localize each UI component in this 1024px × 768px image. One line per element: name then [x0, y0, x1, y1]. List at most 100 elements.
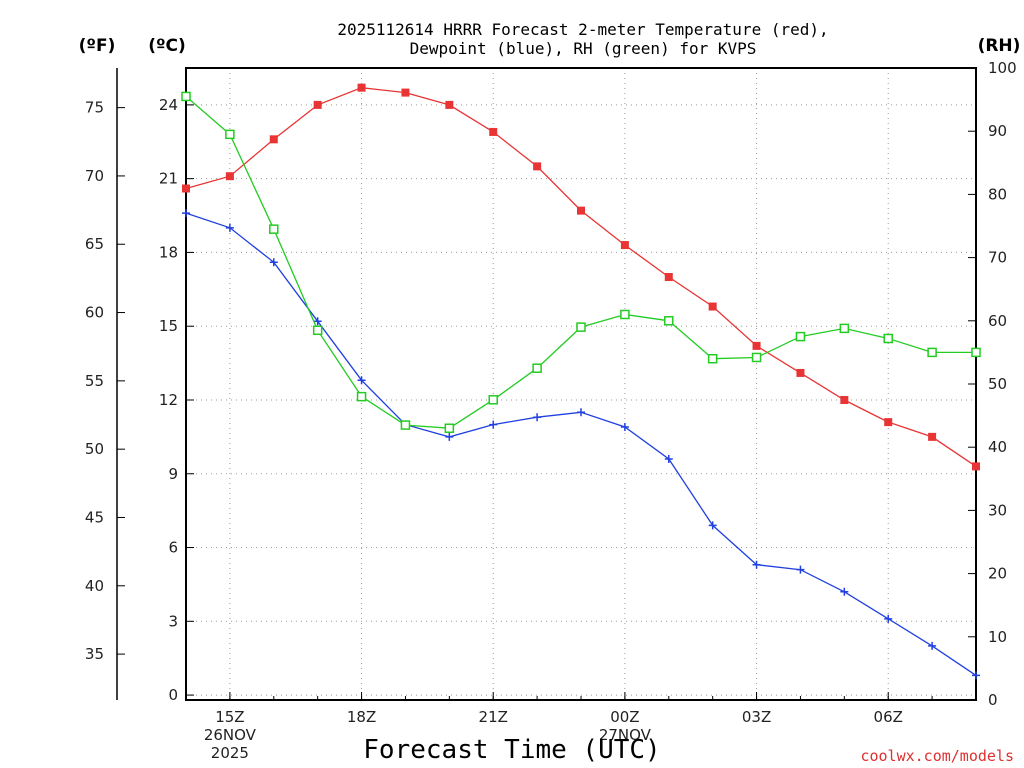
- data-point-dewpoint: [796, 565, 805, 574]
- data-point-dewpoint: [445, 432, 454, 441]
- series-line: [185, 212, 977, 676]
- series-relative-humidity: [181, 91, 981, 433]
- data-point-dewpoint: [489, 420, 498, 429]
- data-point-rh: [400, 420, 411, 430]
- title-line-2: Dewpoint (blue), RH (green) for KVPS: [410, 39, 757, 58]
- rh-tick-label: 50: [988, 375, 1007, 393]
- data-point-rh: [795, 331, 806, 342]
- data-point-temperature: [445, 100, 454, 109]
- data-point-temperature: [884, 418, 893, 427]
- data-point-rh: [269, 224, 279, 234]
- data-point-temperature: [401, 88, 410, 97]
- data-point-dewpoint: [357, 376, 366, 385]
- data-point-dewpoint: [620, 423, 629, 432]
- data-point-rh: [971, 347, 981, 358]
- data-point-dewpoint: [752, 560, 761, 569]
- rh-tick-label: 10: [988, 628, 1007, 646]
- celsius-tick-label: 9: [168, 465, 178, 483]
- data-point-rh: [664, 316, 674, 326]
- rh-tick-label: 100: [988, 59, 1017, 77]
- x-tick-label: 06Z: [874, 708, 903, 726]
- data-point-temperature: [182, 184, 190, 193]
- fahrenheit-tick-label: 75: [85, 99, 104, 117]
- data-point-rh: [444, 423, 455, 433]
- credit-text: coolwx.com/models: [860, 747, 1014, 765]
- data-point-dewpoint: [840, 587, 849, 596]
- data-point-rh: [839, 323, 850, 334]
- celsius-tick-label: 18: [159, 243, 178, 261]
- data-point-rh: [576, 322, 586, 332]
- data-point-dewpoint: [269, 258, 278, 267]
- fahrenheit-tick-label: 40: [85, 577, 104, 595]
- data-point-dewpoint: [928, 641, 937, 650]
- fahrenheit-tick-label: 60: [85, 304, 104, 322]
- data-point-rh: [181, 91, 191, 102]
- data-point-temperature: [796, 368, 805, 377]
- data-point-rh: [707, 353, 718, 364]
- series-line: [185, 95, 976, 429]
- data-point-temperature: [577, 206, 585, 215]
- x-tick-label: 18Z: [347, 708, 376, 726]
- fahrenheit-tick-label: 70: [85, 167, 104, 185]
- data-point-rh: [620, 309, 630, 320]
- x-tick-label: 15Z: [215, 708, 244, 726]
- celsius-unit-label: (ºC): [148, 36, 186, 56]
- x-tick-label: 26NOV: [204, 726, 257, 744]
- data-point-rh: [883, 333, 893, 344]
- data-point-dewpoint: [664, 455, 673, 464]
- fahrenheit-tick-label: 50: [85, 440, 104, 458]
- x-axis-label: Forecast Time (UTC): [363, 735, 660, 765]
- rh-tick-label: 40: [988, 438, 1007, 456]
- data-point-rh: [356, 391, 367, 402]
- data-series: [181, 83, 981, 680]
- rh-tick-label: 90: [988, 122, 1007, 140]
- data-point-temperature: [620, 241, 629, 250]
- data-point-temperature: [489, 127, 498, 136]
- series-dewpoint: [182, 209, 980, 680]
- data-point-dewpoint: [533, 413, 542, 422]
- celsius-tick-label: 12: [159, 391, 178, 409]
- data-point-temperature: [269, 135, 278, 144]
- rh-tick-label: 60: [988, 312, 1007, 330]
- data-point-temperature: [225, 172, 234, 181]
- data-point-temperature: [840, 395, 849, 404]
- fahrenheit-tick-label: 65: [85, 235, 104, 253]
- data-point-dewpoint: [577, 408, 585, 417]
- x-tick-label: 03Z: [742, 708, 771, 726]
- data-point-temperature: [972, 462, 980, 471]
- rh-tick-label: 70: [988, 249, 1007, 267]
- data-point-dewpoint: [182, 209, 190, 218]
- data-point-temperature: [708, 302, 717, 311]
- celsius-tick-label: 21: [159, 170, 178, 188]
- celsius-tick-label: 15: [159, 317, 178, 335]
- x-tick-label: 27NOV: [599, 726, 652, 744]
- rh-tick-label: 20: [988, 565, 1007, 583]
- x-tick-label: 21Z: [479, 708, 508, 726]
- data-point-rh: [751, 352, 762, 363]
- data-point-dewpoint: [313, 317, 322, 326]
- data-point-dewpoint: [225, 223, 234, 232]
- plot-frame: [185, 67, 977, 701]
- fahrenheit-tick-label: 45: [85, 508, 104, 526]
- gridlines: [186, 68, 976, 700]
- celsius-tick-label: 3: [168, 612, 178, 630]
- series-2-meter-temperature: [182, 83, 980, 471]
- celsius-tick-label: 0: [168, 686, 178, 704]
- data-point-dewpoint: [884, 614, 893, 623]
- rh-unit-label: (RH): [978, 36, 1021, 56]
- rh-tick-label: 0: [988, 691, 998, 709]
- data-point-rh: [312, 325, 323, 336]
- data-point-rh: [488, 395, 498, 405]
- celsius-tick-label: 24: [159, 96, 178, 114]
- data-point-temperature: [928, 432, 937, 441]
- chart-title: 2025112614 HRRR Forecast 2-meter Tempera…: [337, 20, 828, 58]
- data-point-temperature: [533, 162, 542, 171]
- celsius-tick-label: 6: [168, 539, 178, 557]
- data-point-dewpoint: [708, 521, 717, 530]
- axis-ticks: 0 3 6 9 12 15 18 21 24 35 40 45 50 55 60 65 70 75 0 10 20 30 4…: [85, 59, 1017, 762]
- data-point-rh: [927, 347, 937, 358]
- data-point-rh: [532, 363, 542, 373]
- fahrenheit-tick-label: 35: [85, 645, 104, 663]
- rh-tick-label: 30: [988, 501, 1007, 519]
